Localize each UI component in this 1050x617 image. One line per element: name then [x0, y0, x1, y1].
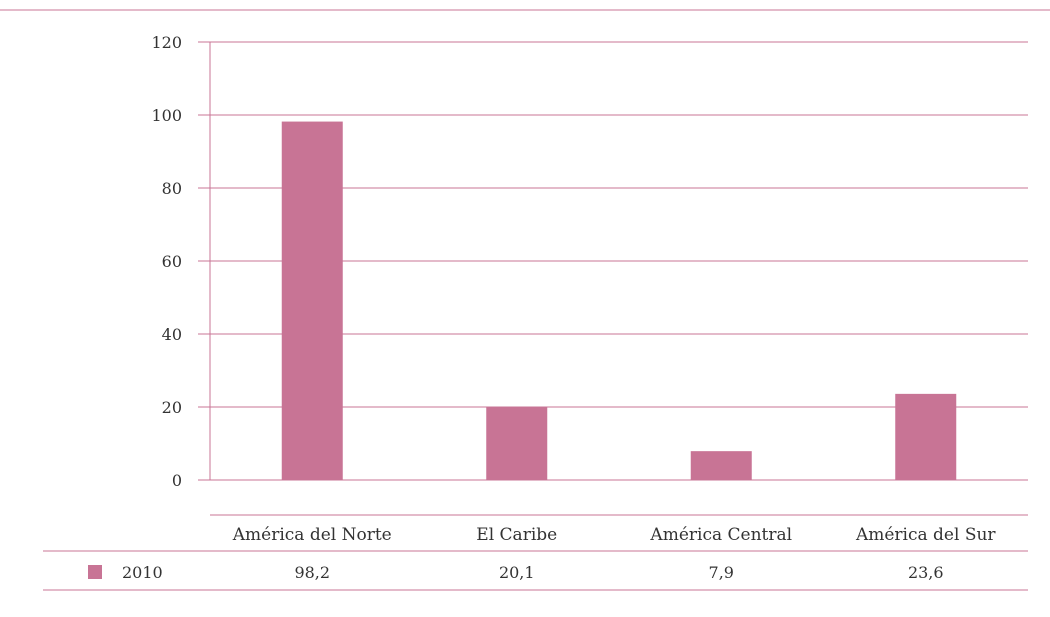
- y-tick-label-0: 0: [172, 471, 182, 490]
- category-label-0: América del Norte: [232, 525, 392, 545]
- bar-3: [895, 393, 957, 480]
- category-labels: América del Norte El Caribe América Centra…: [232, 525, 997, 545]
- y-tick-label-100: 100: [151, 106, 182, 125]
- bar-1: [486, 406, 548, 480]
- data-table-values: 98,2 20,1 7,9 23,6: [294, 563, 943, 582]
- bar-2: [690, 451, 752, 480]
- y-tick-label-40: 40: [162, 325, 182, 344]
- table-value-2: 7,9: [709, 563, 734, 582]
- y-tick-label-120: 120: [151, 33, 182, 52]
- category-label-3: América del Sur: [855, 525, 996, 545]
- y-tick-label-60: 60: [162, 252, 182, 271]
- legend-swatch: [88, 565, 102, 579]
- category-label-2: América Central: [649, 525, 792, 545]
- legend-label-2010: 2010: [122, 563, 163, 582]
- y-tick-label-80: 80: [162, 179, 182, 198]
- table-value-3: 23,6: [908, 563, 944, 582]
- bar-0: [281, 121, 343, 480]
- y-tick-label-20: 20: [162, 398, 182, 417]
- y-axis-ticks: 0 20 40 60 80 100 120: [151, 33, 182, 490]
- table-value-1: 20,1: [499, 563, 535, 582]
- table-value-0: 98,2: [294, 563, 330, 582]
- bars: [281, 121, 957, 480]
- category-label-1: El Caribe: [476, 525, 557, 545]
